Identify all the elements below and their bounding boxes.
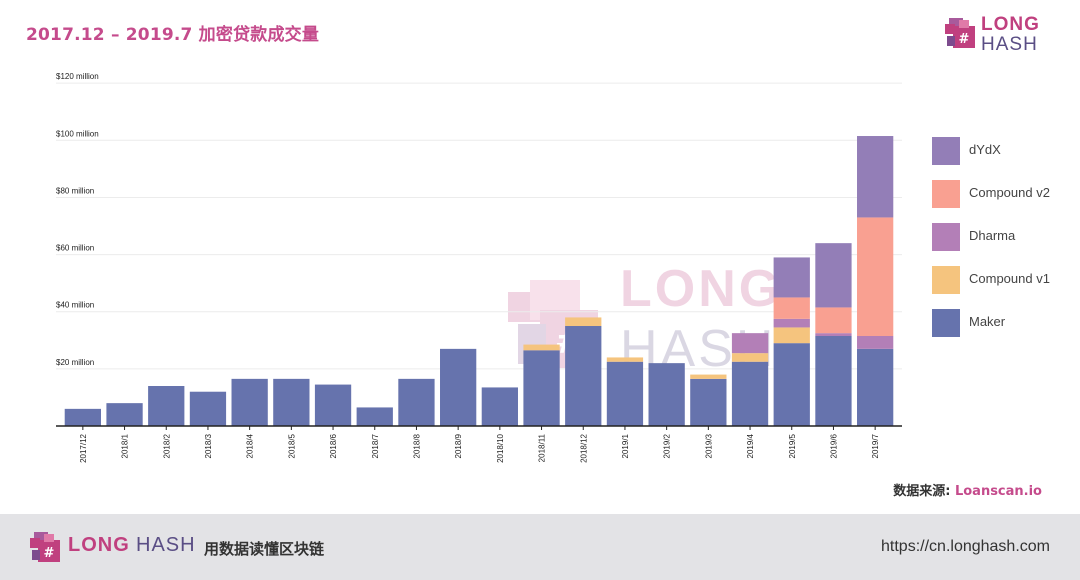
brand-logo: # LONG HASH xyxy=(943,14,1053,56)
bar-segment-maker xyxy=(273,378,310,426)
bar-segment-maker xyxy=(773,343,810,426)
x-tick-label: 2018/4 xyxy=(246,433,255,458)
bar-segment-dharma xyxy=(773,318,810,328)
bar-segment-maker xyxy=(565,326,602,426)
bar-segment-maker xyxy=(857,348,894,426)
bars xyxy=(64,136,894,426)
bar-segment-maker xyxy=(731,361,769,426)
y-tick-label: $20 million xyxy=(56,358,94,367)
x-tick-label: 2019/1 xyxy=(621,433,630,458)
legend-label: Compound v1 xyxy=(969,271,1050,286)
y-tick-label: $100 million xyxy=(56,129,99,138)
y-axis-tick-labels: $20 million $40 million $60 million $80 mil… xyxy=(56,72,99,367)
bar-segment-maker xyxy=(356,407,393,426)
legend-swatch xyxy=(932,223,960,251)
bar-segment-maker xyxy=(189,391,227,426)
legend-label: Maker xyxy=(969,314,1006,329)
y-tick-label: $60 million xyxy=(56,244,94,253)
bar-segment-compound-v2 xyxy=(857,217,894,337)
bar-segment-compound-v1 xyxy=(523,344,560,351)
x-tick-label: 2019/5 xyxy=(788,433,797,458)
x-tick-label: 2018/5 xyxy=(287,433,296,458)
legend-swatch xyxy=(932,309,960,337)
legend: dYdX Compound v2 Dharma Compound v1 Maker xyxy=(932,137,1072,352)
brand-word-long: LONG xyxy=(981,14,1040,35)
svg-text:#: # xyxy=(44,546,55,561)
x-tick-label: 2018/6 xyxy=(329,433,338,458)
bar-segment-maker xyxy=(398,378,435,426)
x-tick-label: 2019/7 xyxy=(871,433,880,458)
x-tick-label: 2019/3 xyxy=(704,433,713,458)
legend-item-dydx: dYdX xyxy=(932,137,1072,180)
bar-segment-maker xyxy=(648,363,685,426)
x-tick-label: 2018/3 xyxy=(204,433,213,458)
bar-segment-compound-v2 xyxy=(773,297,810,319)
bar-segment-dydx xyxy=(815,243,852,308)
stacked-bar-chart: # LONG HASH $20 million$40 million$60 mi… xyxy=(56,72,902,463)
bar-segment-maker xyxy=(314,384,352,426)
x-tick-label: 2018/7 xyxy=(371,433,380,458)
footer-brand-word-hash: HASH xyxy=(136,534,196,556)
bar-segment-compound-v1 xyxy=(565,317,602,327)
bar-segment-dharma xyxy=(857,336,894,349)
bar-segment-compound-v1 xyxy=(731,353,769,362)
bar-segment-compound-v2 xyxy=(815,307,852,334)
legend-swatch xyxy=(932,137,960,165)
x-tick-label: 2018/12 xyxy=(579,433,588,462)
data-source-label: 数据来源: xyxy=(893,484,955,499)
bar-segment-maker xyxy=(106,403,143,426)
legend-item-maker: Maker xyxy=(932,309,1072,352)
x-tick-label: 2018/11 xyxy=(538,433,547,462)
x-tick-label: 2019/2 xyxy=(663,433,672,458)
x-tick-label: 2019/6 xyxy=(829,433,838,458)
bar-segment-dydx xyxy=(773,257,810,298)
footer-brand-word-long: LONG xyxy=(68,534,130,556)
footer-url[interactable]: https://cn.longhash.com xyxy=(881,538,1050,555)
bar-segment-maker xyxy=(440,348,477,426)
bar-segment-maker xyxy=(231,378,268,426)
bar-segment-maker xyxy=(148,386,185,426)
x-tick-label: 2018/2 xyxy=(162,433,171,458)
footer-bar: # LONG HASH 用数据读懂区块链 https://cn.longhash… xyxy=(0,514,1080,580)
longhash-logo-icon: # xyxy=(945,18,975,48)
x-tick-label: 2018/1 xyxy=(121,433,130,458)
y-tick-label: $40 million xyxy=(56,301,94,310)
legend-swatch xyxy=(932,180,960,208)
legend-item-compound-v2: Compound v2 xyxy=(932,180,1072,223)
data-source: 数据来源: Loanscan.io xyxy=(893,480,1042,499)
x-tick-label: 2019/4 xyxy=(746,433,755,458)
bar-segment-maker xyxy=(481,387,518,426)
watermark-word-long: LONG xyxy=(620,260,782,318)
data-source-link[interactable]: Loanscan.io xyxy=(954,484,1042,499)
x-tick-label: 2018/9 xyxy=(454,433,463,458)
chart-title: 2017.12 – 2019.7 加密贷款成交量 xyxy=(26,25,320,45)
legend-item-dharma: Dharma xyxy=(932,223,1072,266)
y-tick-label: $120 million xyxy=(56,72,99,81)
bar-segment-maker xyxy=(606,361,644,426)
y-tick-label: $80 million xyxy=(56,186,94,195)
x-tick-label: 2018/8 xyxy=(412,433,421,458)
x-axis-tick-labels: 2017/12 2018/1 2018/2 2018/3 2018/4 2018/5 201… xyxy=(79,426,880,463)
footer-slogan: 用数据读懂区块链 xyxy=(204,540,325,558)
x-tick-label: 2018/10 xyxy=(496,433,505,462)
legend-label: Dharma xyxy=(969,228,1016,243)
legend-label: Compound v2 xyxy=(969,185,1050,200)
bar-segment-compound-v1 xyxy=(606,357,644,362)
brand-word-hash: HASH xyxy=(981,34,1038,55)
bar-segment-compound-v1 xyxy=(690,374,727,379)
bar-segment-maker xyxy=(690,378,727,426)
bar-segment-compound-v1 xyxy=(773,327,810,344)
bar-segment-maker xyxy=(523,350,560,426)
bar-segment-maker xyxy=(64,408,101,426)
bar-segment-dharma xyxy=(731,333,769,354)
legend-label: dYdX xyxy=(969,142,1001,157)
longhash-logo-icon: # xyxy=(30,532,60,562)
legend-item-compound-v1: Compound v1 xyxy=(932,266,1072,309)
bar-segment-maker xyxy=(815,336,852,426)
bar-segment-dharma xyxy=(815,333,852,337)
svg-text:#: # xyxy=(959,32,970,47)
x-tick-label: 2017/12 xyxy=(79,433,88,462)
bar-segment-dydx xyxy=(857,136,894,218)
legend-swatch xyxy=(932,266,960,294)
